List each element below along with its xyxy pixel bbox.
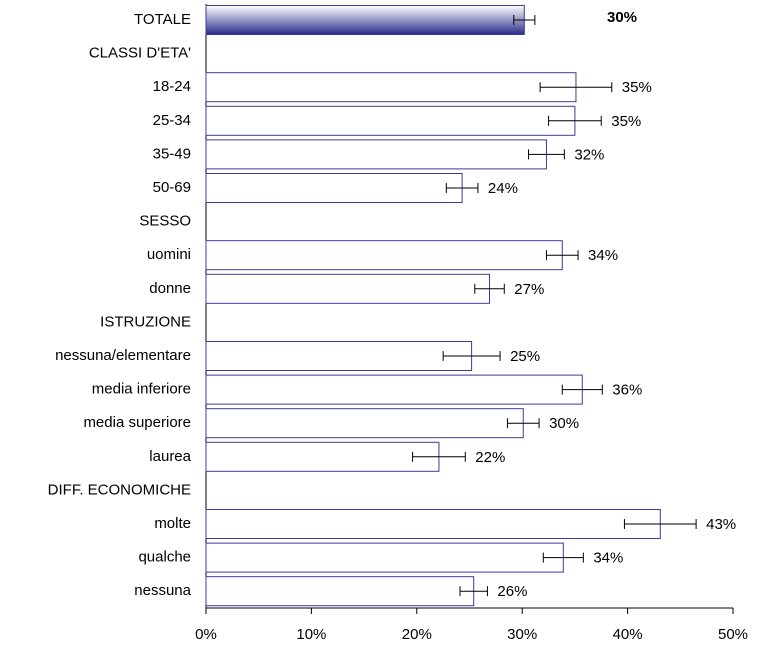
x-tick-label: 10%: [296, 626, 326, 643]
error-bar: [545, 250, 579, 261]
value-label: 27%: [514, 281, 544, 298]
category-label: 35-49: [153, 145, 191, 162]
bar: [205, 408, 524, 439]
error-bar: [412, 451, 466, 462]
error-bar: [561, 384, 603, 395]
bar: [205, 273, 491, 304]
value-label: 34%: [588, 247, 618, 264]
value-label: 30%: [549, 415, 579, 432]
category-label: SESSO: [139, 213, 191, 230]
value-label: 36%: [612, 382, 642, 399]
category-label: 50-69: [153, 179, 191, 196]
value-label: 26%: [497, 583, 527, 600]
bar: [205, 105, 576, 136]
bar: [205, 72, 577, 103]
x-tick-label: 40%: [613, 626, 643, 643]
value-label: 32%: [574, 146, 604, 163]
bar: [205, 173, 463, 203]
error-bar: [513, 15, 536, 25]
error-bar: [445, 183, 479, 193]
bar: [205, 441, 440, 472]
error-bar: [542, 552, 584, 563]
category-label: CLASSI D'ETA': [89, 45, 191, 62]
value-label: 22%: [475, 449, 505, 466]
category-label: ISTRUZIONE: [100, 313, 191, 330]
error-bar: [528, 149, 565, 160]
category-label: nessuna/elementare: [55, 347, 191, 364]
x-tick-label: 30%: [507, 626, 537, 643]
error-bar: [442, 351, 501, 361]
category-label: DIFF. ECONOMICHE: [48, 481, 191, 498]
error-bar: [539, 82, 613, 93]
category-label: media superiore: [83, 414, 191, 431]
bar: [205, 341, 473, 371]
category-label: 25-34: [153, 112, 191, 129]
category-label: nessuna: [134, 582, 191, 599]
bar: [205, 139, 547, 170]
value-label: 25%: [510, 348, 540, 365]
category-label: TOTALE: [134, 11, 191, 28]
error-bar: [623, 519, 697, 529]
error-bar: [459, 586, 488, 597]
category-label: donne: [149, 280, 191, 297]
category-label: molte: [154, 515, 191, 532]
category-label: 18-24: [153, 78, 191, 95]
error-bar: [474, 283, 505, 294]
x-tick-label: 0%: [195, 626, 217, 643]
category-label: media inferiore: [92, 381, 191, 398]
value-label: 35%: [622, 79, 652, 96]
value-label: 43%: [706, 516, 736, 533]
bar: [205, 240, 563, 271]
bar: [205, 542, 564, 573]
value-label: 35%: [611, 113, 641, 130]
error-bar: [548, 115, 602, 126]
error-bar: [506, 418, 540, 429]
x-tick-label: 20%: [402, 626, 432, 643]
value-label: 30%: [607, 9, 637, 26]
bar: [205, 509, 661, 539]
bar: [205, 576, 475, 607]
category-label: uomini: [147, 246, 191, 263]
category-label: laurea: [149, 448, 191, 465]
bar: [205, 5, 525, 35]
category-label: qualche: [138, 549, 191, 566]
bar: [205, 374, 583, 405]
value-label: 24%: [488, 180, 518, 197]
value-label: 34%: [593, 550, 623, 567]
x-tick-label: 50%: [718, 626, 748, 643]
